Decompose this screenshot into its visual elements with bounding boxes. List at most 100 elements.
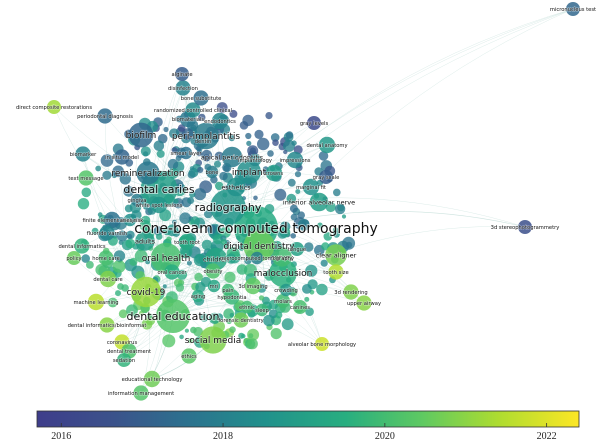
term-node[interactable] — [97, 108, 113, 124]
term-label: smear layer — [171, 151, 203, 157]
term-bubble — [243, 263, 257, 277]
term-node[interactable] — [130, 193, 144, 207]
term-node[interactable] — [328, 264, 344, 280]
term-label: esthetics — [221, 183, 251, 191]
term-node[interactable] — [315, 337, 329, 351]
term-node[interactable] — [78, 170, 94, 186]
term-node[interactable] — [302, 178, 320, 196]
co-occurrence-edge — [227, 197, 526, 228]
term-bubble — [320, 259, 328, 267]
term-label: coronavirus — [107, 340, 138, 346]
term-bubble — [123, 185, 134, 197]
term-node[interactable] — [244, 277, 262, 295]
co-occurrence-edge — [161, 73, 183, 259]
co-occurrence-edge — [145, 8, 574, 293]
term-node[interactable] — [276, 294, 290, 308]
term-node[interactable] — [99, 317, 115, 333]
term-node[interactable] — [325, 244, 347, 266]
term-node[interactable] — [290, 242, 304, 256]
term-bubble — [112, 165, 124, 178]
term-node[interactable] — [293, 300, 307, 314]
co-occurrence-edge — [282, 226, 526, 274]
term-node[interactable] — [319, 170, 333, 184]
term-node[interactable] — [269, 259, 297, 287]
term-node[interactable] — [205, 263, 221, 279]
term-node[interactable] — [67, 251, 81, 265]
term-node[interactable] — [175, 67, 189, 81]
term-node[interactable] — [99, 225, 115, 241]
term-node[interactable] — [233, 312, 249, 328]
term-node[interactable] — [136, 161, 160, 185]
term-node[interactable] — [272, 247, 292, 267]
term-bubble — [134, 249, 148, 263]
term-label: 3d stereophotogrammetry — [491, 225, 560, 231]
term-node[interactable] — [265, 164, 283, 182]
term-bubble — [188, 338, 193, 344]
term-node[interactable] — [196, 134, 210, 148]
term-node[interactable] — [566, 2, 580, 16]
term-node[interactable] — [75, 146, 91, 162]
term-node[interactable] — [156, 299, 190, 333]
term-bubble — [220, 226, 231, 238]
term-node[interactable] — [193, 90, 209, 106]
term-node[interactable] — [99, 270, 117, 288]
term-bubble — [201, 149, 213, 161]
term-node[interactable] — [181, 348, 197, 364]
term-node[interactable] — [221, 283, 235, 297]
term-node[interactable] — [98, 250, 114, 266]
term-node[interactable] — [518, 220, 532, 234]
term-node[interactable] — [133, 385, 149, 401]
term-node[interactable] — [356, 295, 372, 311]
term-node[interactable] — [179, 146, 193, 160]
term-bubble — [238, 245, 245, 251]
term-node[interactable] — [135, 231, 155, 251]
term-node[interactable] — [309, 192, 329, 212]
term-node[interactable] — [191, 289, 205, 303]
term-node[interactable] — [74, 238, 90, 254]
term-node[interactable] — [286, 151, 304, 169]
term-node[interactable] — [307, 116, 321, 130]
term-node[interactable] — [343, 284, 359, 300]
term-bubble — [215, 181, 224, 191]
term-node[interactable] — [205, 165, 219, 179]
term-node[interactable] — [226, 177, 246, 197]
term-node[interactable] — [211, 112, 229, 130]
term-node[interactable] — [87, 293, 105, 311]
term-label: direct composite restorations — [16, 105, 92, 111]
term-node[interactable] — [221, 146, 243, 168]
term-node[interactable] — [207, 279, 221, 293]
term-label: microcomputed tomography — [220, 256, 294, 262]
term-node[interactable] — [210, 189, 246, 225]
term-node[interactable] — [47, 100, 61, 114]
term-node[interactable] — [318, 136, 336, 154]
term-node[interactable] — [178, 233, 196, 251]
term-node[interactable] — [117, 353, 131, 367]
term-node[interactable] — [185, 102, 201, 118]
term-label: policy — [66, 256, 81, 262]
term-node[interactable] — [240, 300, 254, 314]
term-bubble — [286, 193, 297, 204]
term-node[interactable] — [243, 230, 275, 262]
term-node[interactable] — [130, 276, 162, 308]
term-bubble — [156, 149, 165, 158]
term-node[interactable] — [103, 211, 121, 229]
term-node[interactable] — [128, 122, 154, 148]
term-bubble — [194, 272, 203, 282]
term-node[interactable] — [250, 251, 264, 265]
term-bubble — [197, 166, 204, 173]
term-node[interactable] — [150, 196, 168, 214]
term-node[interactable] — [199, 326, 227, 354]
term-bubble — [193, 326, 203, 337]
term-label: sleep — [255, 308, 270, 314]
term-node[interactable] — [164, 264, 180, 280]
term-node[interactable] — [279, 283, 293, 297]
term-node[interactable] — [255, 303, 269, 317]
term-node[interactable] — [248, 153, 262, 167]
term-bubble — [186, 260, 192, 266]
term-node[interactable] — [114, 149, 130, 165]
term-label: tooth size — [323, 270, 348, 276]
term-node[interactable] — [123, 213, 137, 227]
term-node[interactable] — [175, 80, 191, 96]
term-node[interactable] — [143, 370, 161, 388]
term-label: impressions — [279, 158, 310, 164]
